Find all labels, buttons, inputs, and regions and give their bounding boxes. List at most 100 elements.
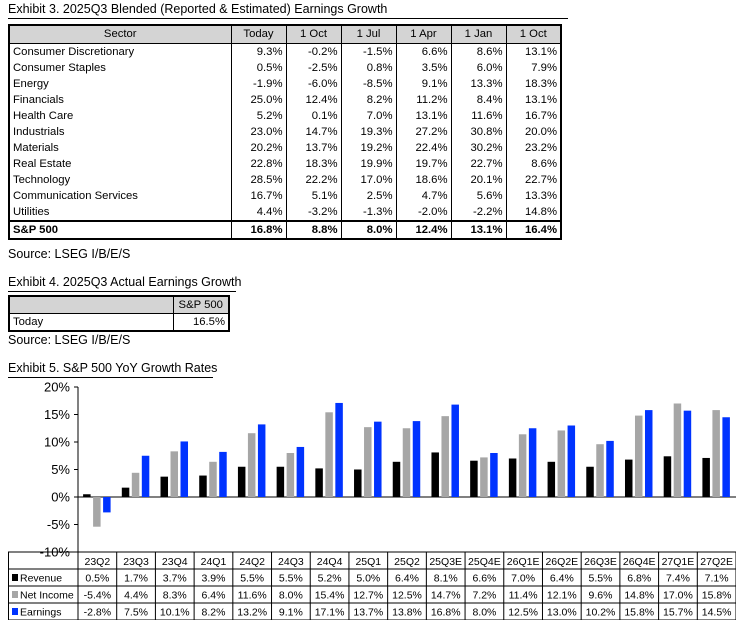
category-label: 25Q2 (394, 556, 420, 568)
sector-name: Industrials (8, 124, 232, 140)
growth-cell: 16.7% (505, 108, 562, 124)
data-label: 15.8% (624, 607, 654, 619)
bar (121, 487, 130, 497)
growth-cell: 16.7% (230, 188, 287, 204)
column-header-date: 1 Jan (450, 24, 507, 44)
bar (528, 428, 537, 497)
sector-row: Financials 25.0% 12.4% 8.2% 11.2% 8.4% 13.1% (8, 92, 562, 108)
exhibit3-header-row: Sector Today 1 Oct 1 Jul 1 Apr 1 Jan 1 Oct (8, 24, 562, 44)
net-income-legend-swatch (12, 591, 18, 598)
bar (722, 417, 730, 497)
bar (392, 461, 401, 497)
growth-cell: 20.0% (505, 124, 562, 140)
category-label: 26Q3E (584, 556, 617, 568)
growth-cell: 8.8% (285, 220, 342, 239)
category-label: 25Q3E (429, 556, 462, 568)
sector-row: Health Care 5.2% 0.1% 7.0% 13.1% 11.6% 16.7% (8, 108, 562, 124)
growth-cell: 14.8% (505, 204, 562, 221)
sector-name: Materials (8, 140, 232, 156)
growth-cell: 13.3% (505, 188, 562, 204)
growth-cell: -1.5% (340, 43, 397, 60)
category-label: 24Q4 (317, 556, 343, 568)
bar (596, 444, 604, 497)
bar (606, 440, 614, 497)
data-label: 7.1% (705, 573, 729, 585)
bar (480, 457, 488, 497)
growth-cell: 2.5% (340, 188, 397, 204)
exhibit3-title-rule (8, 18, 568, 19)
bar (470, 460, 478, 497)
data-label: 17.0% (663, 590, 693, 602)
bar (93, 497, 101, 527)
y-tick-label: 10% (44, 435, 70, 450)
sector-name: Utilities (8, 204, 232, 221)
data-label: -2.8% (84, 607, 111, 619)
exhibit3-title: Exhibit 3. 2025Q3 Blended (Reported & Es… (8, 2, 388, 16)
bar (219, 451, 227, 497)
y-tick-label: 20% (44, 380, 70, 395)
growth-cell: 8.4% (450, 92, 507, 108)
growth-cell: 13.1% (395, 108, 452, 124)
column-header-date: 1 Jul (340, 24, 397, 44)
data-label: 13.8% (392, 607, 422, 619)
growth-cell: 22.7% (450, 156, 507, 172)
category-label: 24Q2 (239, 556, 265, 568)
data-label: 5.5% (240, 573, 264, 585)
bar (286, 453, 295, 497)
data-label: 7.5% (124, 607, 148, 619)
bar (335, 402, 343, 497)
series-name: Revenue (20, 573, 62, 585)
bar (247, 433, 256, 497)
bar (547, 461, 556, 497)
data-label: 4.4% (124, 590, 148, 602)
growth-cell: -2.2% (450, 204, 507, 221)
bar (354, 469, 362, 497)
growth-cell: 14.7% (285, 124, 342, 140)
sector-row: Communication Services 16.7% 5.1% 2.5% 4.7% 5… (8, 188, 562, 204)
bar (451, 404, 459, 497)
bar (315, 468, 323, 497)
data-label: 12.1% (547, 590, 577, 602)
bar (199, 475, 207, 497)
growth-cell: 0.8% (340, 60, 397, 76)
category-label: 25Q1 (355, 556, 381, 568)
exhibit4-row-label: Today (8, 313, 174, 332)
data-label: 5.2% (318, 573, 342, 585)
growth-cell: -6.0% (285, 76, 342, 92)
data-label: 11.4% (509, 590, 538, 602)
growth-cell: 11.6% (450, 108, 507, 124)
category-label: 27Q2E (700, 556, 733, 568)
growth-cell: 25.0% (230, 92, 287, 108)
data-label: 14.8% (624, 590, 654, 602)
bar (103, 497, 111, 513)
growth-cell: 4.4% (230, 204, 287, 221)
column-header-sector: Sector (8, 24, 232, 44)
growth-cell: 6.6% (395, 43, 452, 60)
growth-cell: 13.1% (450, 220, 507, 239)
data-label: 5.5% (589, 573, 613, 585)
bar (402, 428, 411, 497)
data-label: 8.3% (163, 590, 187, 602)
bar (237, 466, 246, 497)
growth-cell: -1.3% (340, 204, 397, 221)
growth-cell: 0.1% (285, 108, 342, 124)
growth-cell: 23.2% (505, 140, 562, 156)
growth-cell: 13.1% (505, 43, 562, 60)
category-label: 24Q3 (278, 556, 304, 568)
y-tick-label: -5% (47, 517, 71, 532)
bar (276, 466, 285, 497)
growth-cell: 22.2% (285, 172, 342, 188)
data-label: 15.8% (702, 590, 732, 602)
bar (325, 412, 333, 497)
data-label: 16.8% (431, 607, 461, 619)
exhibit3-source: Source: LSEG I/B/E/S (8, 247, 131, 261)
data-label: 0.5% (85, 573, 109, 585)
y-tick-label: 0% (51, 490, 70, 505)
sector-name: Communication Services (8, 188, 232, 204)
growth-cell: 9.1% (395, 76, 452, 92)
exhibit5-title: Exhibit 5. S&P 500 YoY Growth Rates (8, 361, 218, 375)
data-label: 13.7% (353, 607, 383, 619)
bar (634, 415, 643, 497)
bar (508, 458, 517, 497)
category-label: 27Q1E (662, 556, 695, 568)
